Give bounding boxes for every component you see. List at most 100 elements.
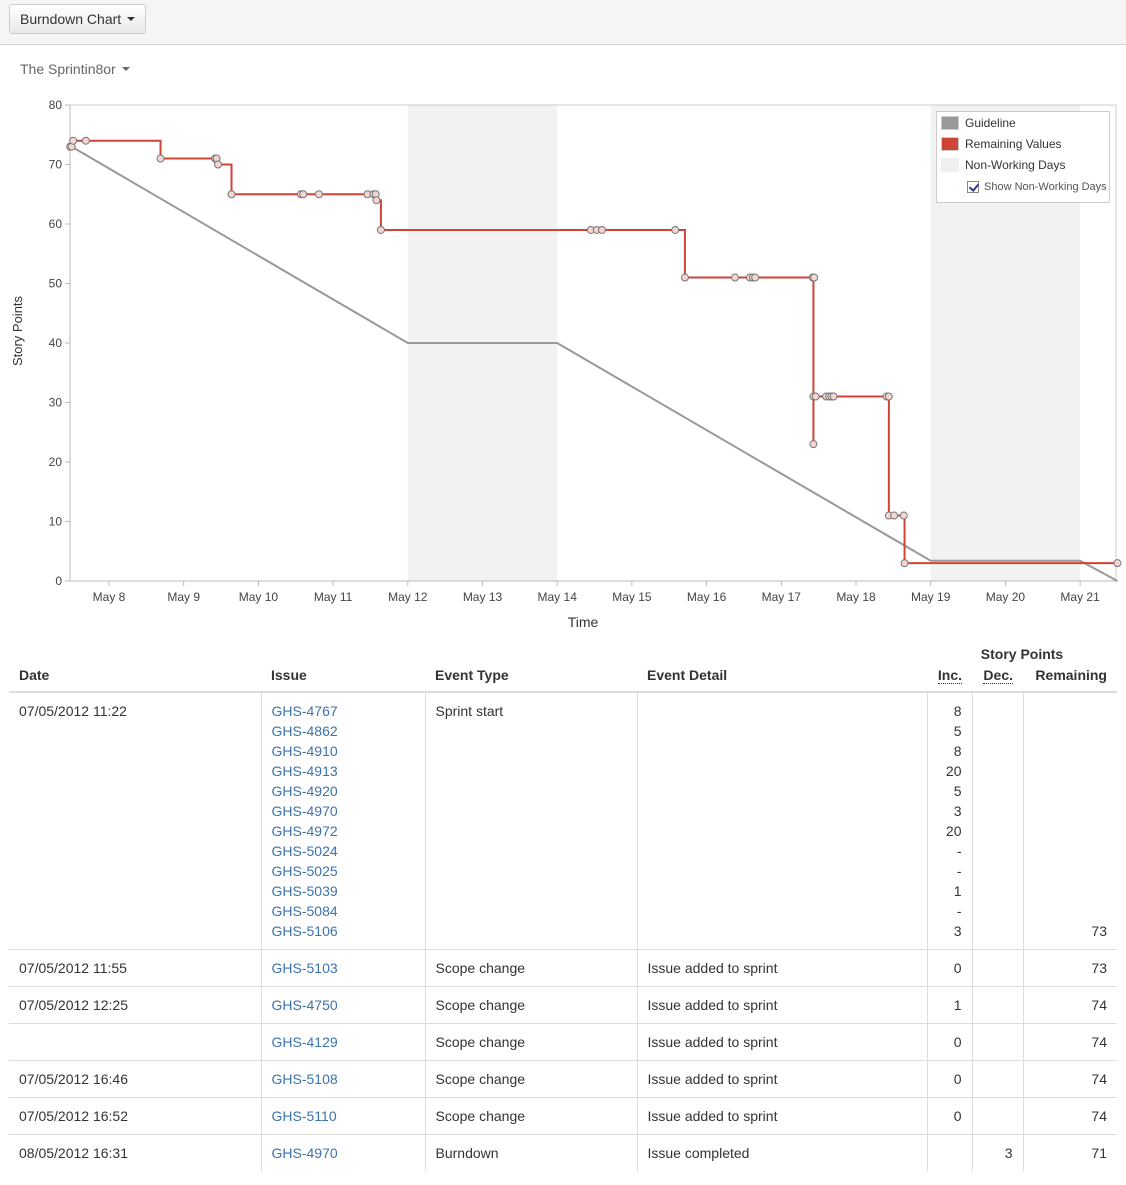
issue-link[interactable]: GHS-5106 (271, 923, 338, 939)
inc-cell: 0 (926, 1097, 972, 1135)
data-point[interactable] (227, 190, 236, 199)
issue-link[interactable]: GHS-4920 (271, 783, 338, 799)
issue-link[interactable]: GHS-4910 (271, 743, 338, 759)
svg-text:May 13: May 13 (463, 590, 503, 604)
col-event-type: Event Type (425, 662, 637, 693)
data-point[interactable] (810, 273, 819, 282)
remaining-cell: 74 (1022, 1097, 1117, 1135)
issue-link[interactable]: GHS-4913 (271, 763, 338, 779)
svg-text:30: 30 (49, 396, 63, 410)
sprint-selector[interactable]: The Sprintin8or (20, 61, 130, 77)
data-point[interactable] (809, 440, 818, 449)
data-point[interactable] (156, 154, 165, 163)
svg-text:May 8: May 8 (93, 590, 126, 604)
legend-label: Remaining Values (965, 137, 1062, 151)
issue-link[interactable]: GHS-5024 (271, 843, 338, 859)
event-detail-cell: Issue added to sprint (636, 949, 927, 987)
checkbox-label: Show Non-Working Days (984, 181, 1107, 193)
inc-value: 8 (953, 703, 962, 719)
dec-cell (971, 1023, 1023, 1061)
inc-value: - (956, 903, 962, 919)
data-point[interactable] (81, 136, 90, 145)
svg-text:May 20: May 20 (986, 590, 1026, 604)
show-non-working-days-toggle[interactable]: Show Non-Working Days (967, 181, 1107, 193)
svg-text:10: 10 (49, 515, 63, 529)
issue-link[interactable]: GHS-5084 (271, 903, 338, 919)
issue-link[interactable]: GHS-4129 (271, 1034, 338, 1050)
issue-link[interactable]: GHS-4970 (271, 803, 338, 819)
col-remaining: Remaining (1023, 662, 1117, 693)
data-point[interactable] (730, 273, 739, 282)
table-row: 07/05/2012 11:22 GHS-4767 GHS-4862 GHS-4910… (9, 691, 1117, 950)
svg-text:20: 20 (49, 455, 63, 469)
inc-value: 8 (953, 743, 962, 759)
svg-text:May 12: May 12 (388, 590, 428, 604)
issue-link[interactable]: GHS-5108 (271, 1071, 338, 1087)
data-point[interactable] (598, 225, 607, 234)
data-point[interactable] (376, 225, 385, 234)
col-issue: Issue (261, 662, 425, 693)
dec-abbr: Dec. (983, 667, 1013, 684)
svg-text:May 10: May 10 (239, 590, 279, 604)
data-point[interactable] (900, 559, 909, 568)
date-cell (9, 1023, 261, 1061)
event-detail-cell: Issue added to sprint (636, 1060, 927, 1098)
svg-text:May 15: May 15 (612, 590, 652, 604)
issue-link[interactable]: GHS-4767 (271, 703, 338, 719)
data-point[interactable] (671, 225, 680, 234)
legend-item-non-working: Non-Working Days (941, 158, 1065, 172)
event-type-cell: Burndown (424, 1134, 637, 1171)
event-detail-cell: Issue added to sprint (636, 986, 927, 1024)
svg-text:May 9: May 9 (167, 590, 200, 604)
data-point[interactable] (811, 392, 820, 401)
issue-link[interactable]: GHS-5110 (271, 1108, 337, 1124)
event-type-cell: Scope change (424, 986, 637, 1024)
issue-link[interactable]: GHS-5039 (271, 883, 338, 899)
svg-text:60: 60 (49, 217, 63, 231)
table-row: 07/05/2012 11:55 GHS-5103 Scope change Issu… (9, 949, 1117, 987)
dec-cell (971, 1060, 1023, 1098)
svg-text:May 19: May 19 (911, 590, 951, 604)
data-point[interactable] (214, 160, 223, 169)
data-point[interactable] (899, 511, 908, 520)
date-cell: 07/05/2012 16:46 (9, 1060, 261, 1098)
event-detail-cell: Issue added to sprint (636, 1023, 927, 1061)
data-point[interactable] (314, 190, 323, 199)
data-point[interactable] (829, 392, 838, 401)
svg-text:May 11: May 11 (314, 590, 353, 604)
svg-text:50: 50 (49, 277, 63, 291)
data-point[interactable] (751, 273, 760, 282)
remaining-swatch (941, 137, 959, 151)
date-cell: 07/05/2012 11:55 (9, 949, 261, 987)
data-point[interactable] (299, 190, 308, 199)
issue-link[interactable]: GHS-4862 (271, 723, 338, 739)
sprint-name: The Sprintin8or (20, 61, 116, 77)
inc-cell (926, 1134, 972, 1171)
table-row: 07/05/2012 16:52 GHS-5110 Scope change Issu… (9, 1097, 1117, 1135)
report-type-dropdown[interactable]: Burndown Chart (9, 4, 147, 34)
issue-link[interactable]: GHS-4972 (271, 823, 338, 839)
issue-link[interactable]: GHS-5025 (271, 863, 338, 879)
remaining-cell: 73 (1022, 691, 1117, 950)
issue-link[interactable]: GHS-4750 (271, 997, 338, 1013)
svg-text:May 18: May 18 (836, 590, 876, 604)
issue-link[interactable]: GHS-5103 (271, 960, 338, 976)
data-point[interactable] (1113, 559, 1122, 568)
data-point[interactable] (69, 136, 78, 145)
inc-value: - (956, 843, 962, 859)
col-date: Date (9, 662, 261, 693)
report-type-label: Burndown Chart (20, 11, 122, 27)
event-type-cell: Sprint start (424, 691, 637, 950)
data-point[interactable] (680, 273, 689, 282)
issue-cell: GHS-5110 (260, 1097, 425, 1135)
data-point[interactable] (372, 196, 381, 205)
remaining-cell: 74 (1022, 986, 1117, 1024)
remaining-cell: 73 (1022, 949, 1117, 987)
data-point[interactable] (890, 511, 899, 520)
svg-text:Time: Time (568, 614, 599, 630)
issue-link[interactable]: GHS-4970 (271, 1145, 338, 1161)
checkbox-checked-icon[interactable] (967, 181, 979, 193)
data-point[interactable] (884, 392, 893, 401)
inc-abbr: Inc. (937, 667, 962, 684)
inc-cell: 0 (926, 949, 972, 987)
